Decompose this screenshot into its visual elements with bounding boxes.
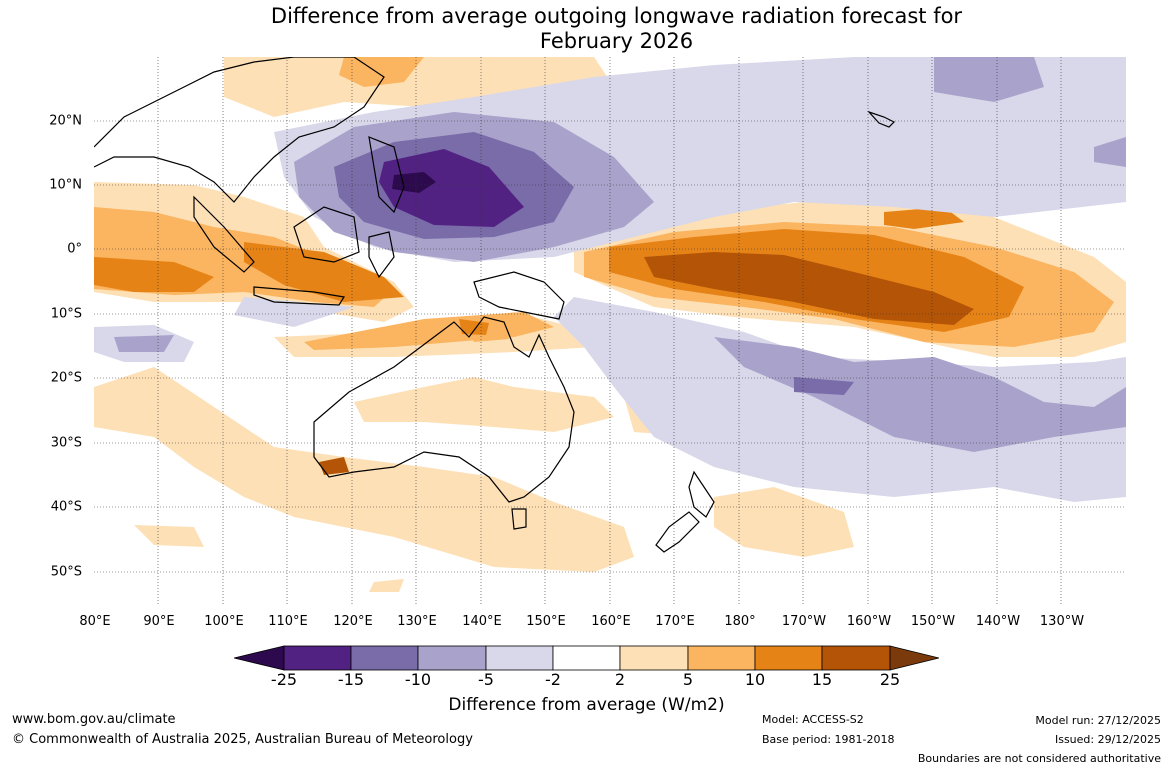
colorbar-tick-neg15: -15 [337,670,365,689]
model-run-date: Model run: 27/12/2025 [1035,714,1161,727]
lat-label-10n: 10°N [49,177,82,193]
lon-label-180: 180° [724,614,756,629]
map-title-line1: Difference from average outgoing longwav… [270,4,963,28]
anomaly-neg25-to-neg15 [379,149,524,227]
coastlines [94,57,896,553]
lon-label-170e: 170°E [655,614,695,629]
sumatra-coastline [193,195,255,273]
lon-label-140e: 140°E [462,614,502,629]
lat-label-50s: 50°S [50,564,82,580]
new-guinea-coastline [473,271,565,320]
lon-label-160w: 160°W [846,614,892,629]
lat-label-20s: 20°S [50,370,82,386]
graticule [94,57,1126,605]
model-name: Model: ACCESS-S2 [762,713,864,726]
lon-label-150w: 150°W [910,614,956,629]
map-canvas [94,57,1126,605]
lat-label-40s: 40°S [50,499,82,515]
lat-label-equator: 0° [67,241,82,257]
lon-label-170w: 170°W [781,614,827,629]
lon-label-80e: 80°E [79,614,111,629]
sulawesi-coastline [368,231,395,279]
colorbar-tick-10: 10 [744,670,766,689]
tasmania-coastline [511,508,527,530]
website-link[interactable]: www.bom.gov.au/climate [12,712,176,727]
lon-label-130e: 130°E [397,614,437,629]
colorbar-swatch-neg10-neg5 [417,645,487,671]
colorbar-swatch-neg25-neg15 [283,645,352,671]
colorbar-swatch-10-15 [754,645,823,671]
colorbar-tick-5: 5 [682,670,694,689]
lon-label-100e: 100°E [204,614,244,629]
lat-label-10s: 10°S [50,306,82,322]
colorbar-tick-15: 15 [811,670,833,689]
colorbar-swatch-above-25 [889,645,940,671]
map-title: Difference from average outgoing longwav… [0,4,1173,54]
lon-label-160e: 160°E [591,614,631,629]
borneo-coastline [293,206,360,263]
boundaries-disclaimer: Boundaries are not considered authoritat… [917,752,1161,765]
colorbar-tick-neg5: -5 [478,670,494,689]
colorbar-swatch-neg5-neg2 [485,645,554,671]
lon-label-90e: 90°E [143,614,175,629]
lon-label-150e: 150°E [526,614,566,629]
olr-anomaly-map [94,57,1126,605]
colorbar-graphic [233,645,940,671]
new-zealand-south-coastline [655,511,700,553]
colorbar-tick-neg2: -2 [545,670,561,689]
anomaly-15-to-25 [319,252,974,475]
lon-label-110e: 110°E [268,614,308,629]
lon-label-130w: 130°W [1039,614,1085,629]
colorbar-swatch-below-neg25 [233,645,285,671]
lat-label-30s: 30°S [50,435,82,451]
colorbar-tick-25: 25 [879,670,901,689]
colorbar-tick-neg10: -10 [404,670,432,689]
colorbar-title: Difference from average (W/m2) [448,695,725,715]
colorbar-tick-2: 2 [614,670,626,689]
colorbar-swatch-15-25 [821,645,891,671]
base-period: Base period: 1981-2018 [762,733,895,746]
colorbar-swatch-2-5 [619,645,689,671]
philippines-coastline [368,136,405,214]
colorbar-swatch-5-10 [687,645,756,671]
lon-label-120e: 120°E [333,614,373,629]
lat-label-20n: 20°N [49,113,82,129]
colorbar-swatch-neg2-2 [552,645,621,671]
asia-mainland-coastline [94,57,385,203]
copyright-text: © Commonwealth of Australia 2025, Austra… [12,732,473,747]
new-zealand-north-coastline [688,470,715,518]
colorbar-swatch-neg15-neg10 [350,645,419,671]
java-coastline [253,286,345,306]
map-title-line2: February 2026 [539,29,694,53]
issued-date: Issued: 29/12/2025 [1054,733,1161,746]
lon-label-140w: 140°W [975,614,1021,629]
colorbar-tick-neg25: -25 [270,670,298,689]
australia-coastline [313,316,575,503]
colorbar [233,645,940,671]
